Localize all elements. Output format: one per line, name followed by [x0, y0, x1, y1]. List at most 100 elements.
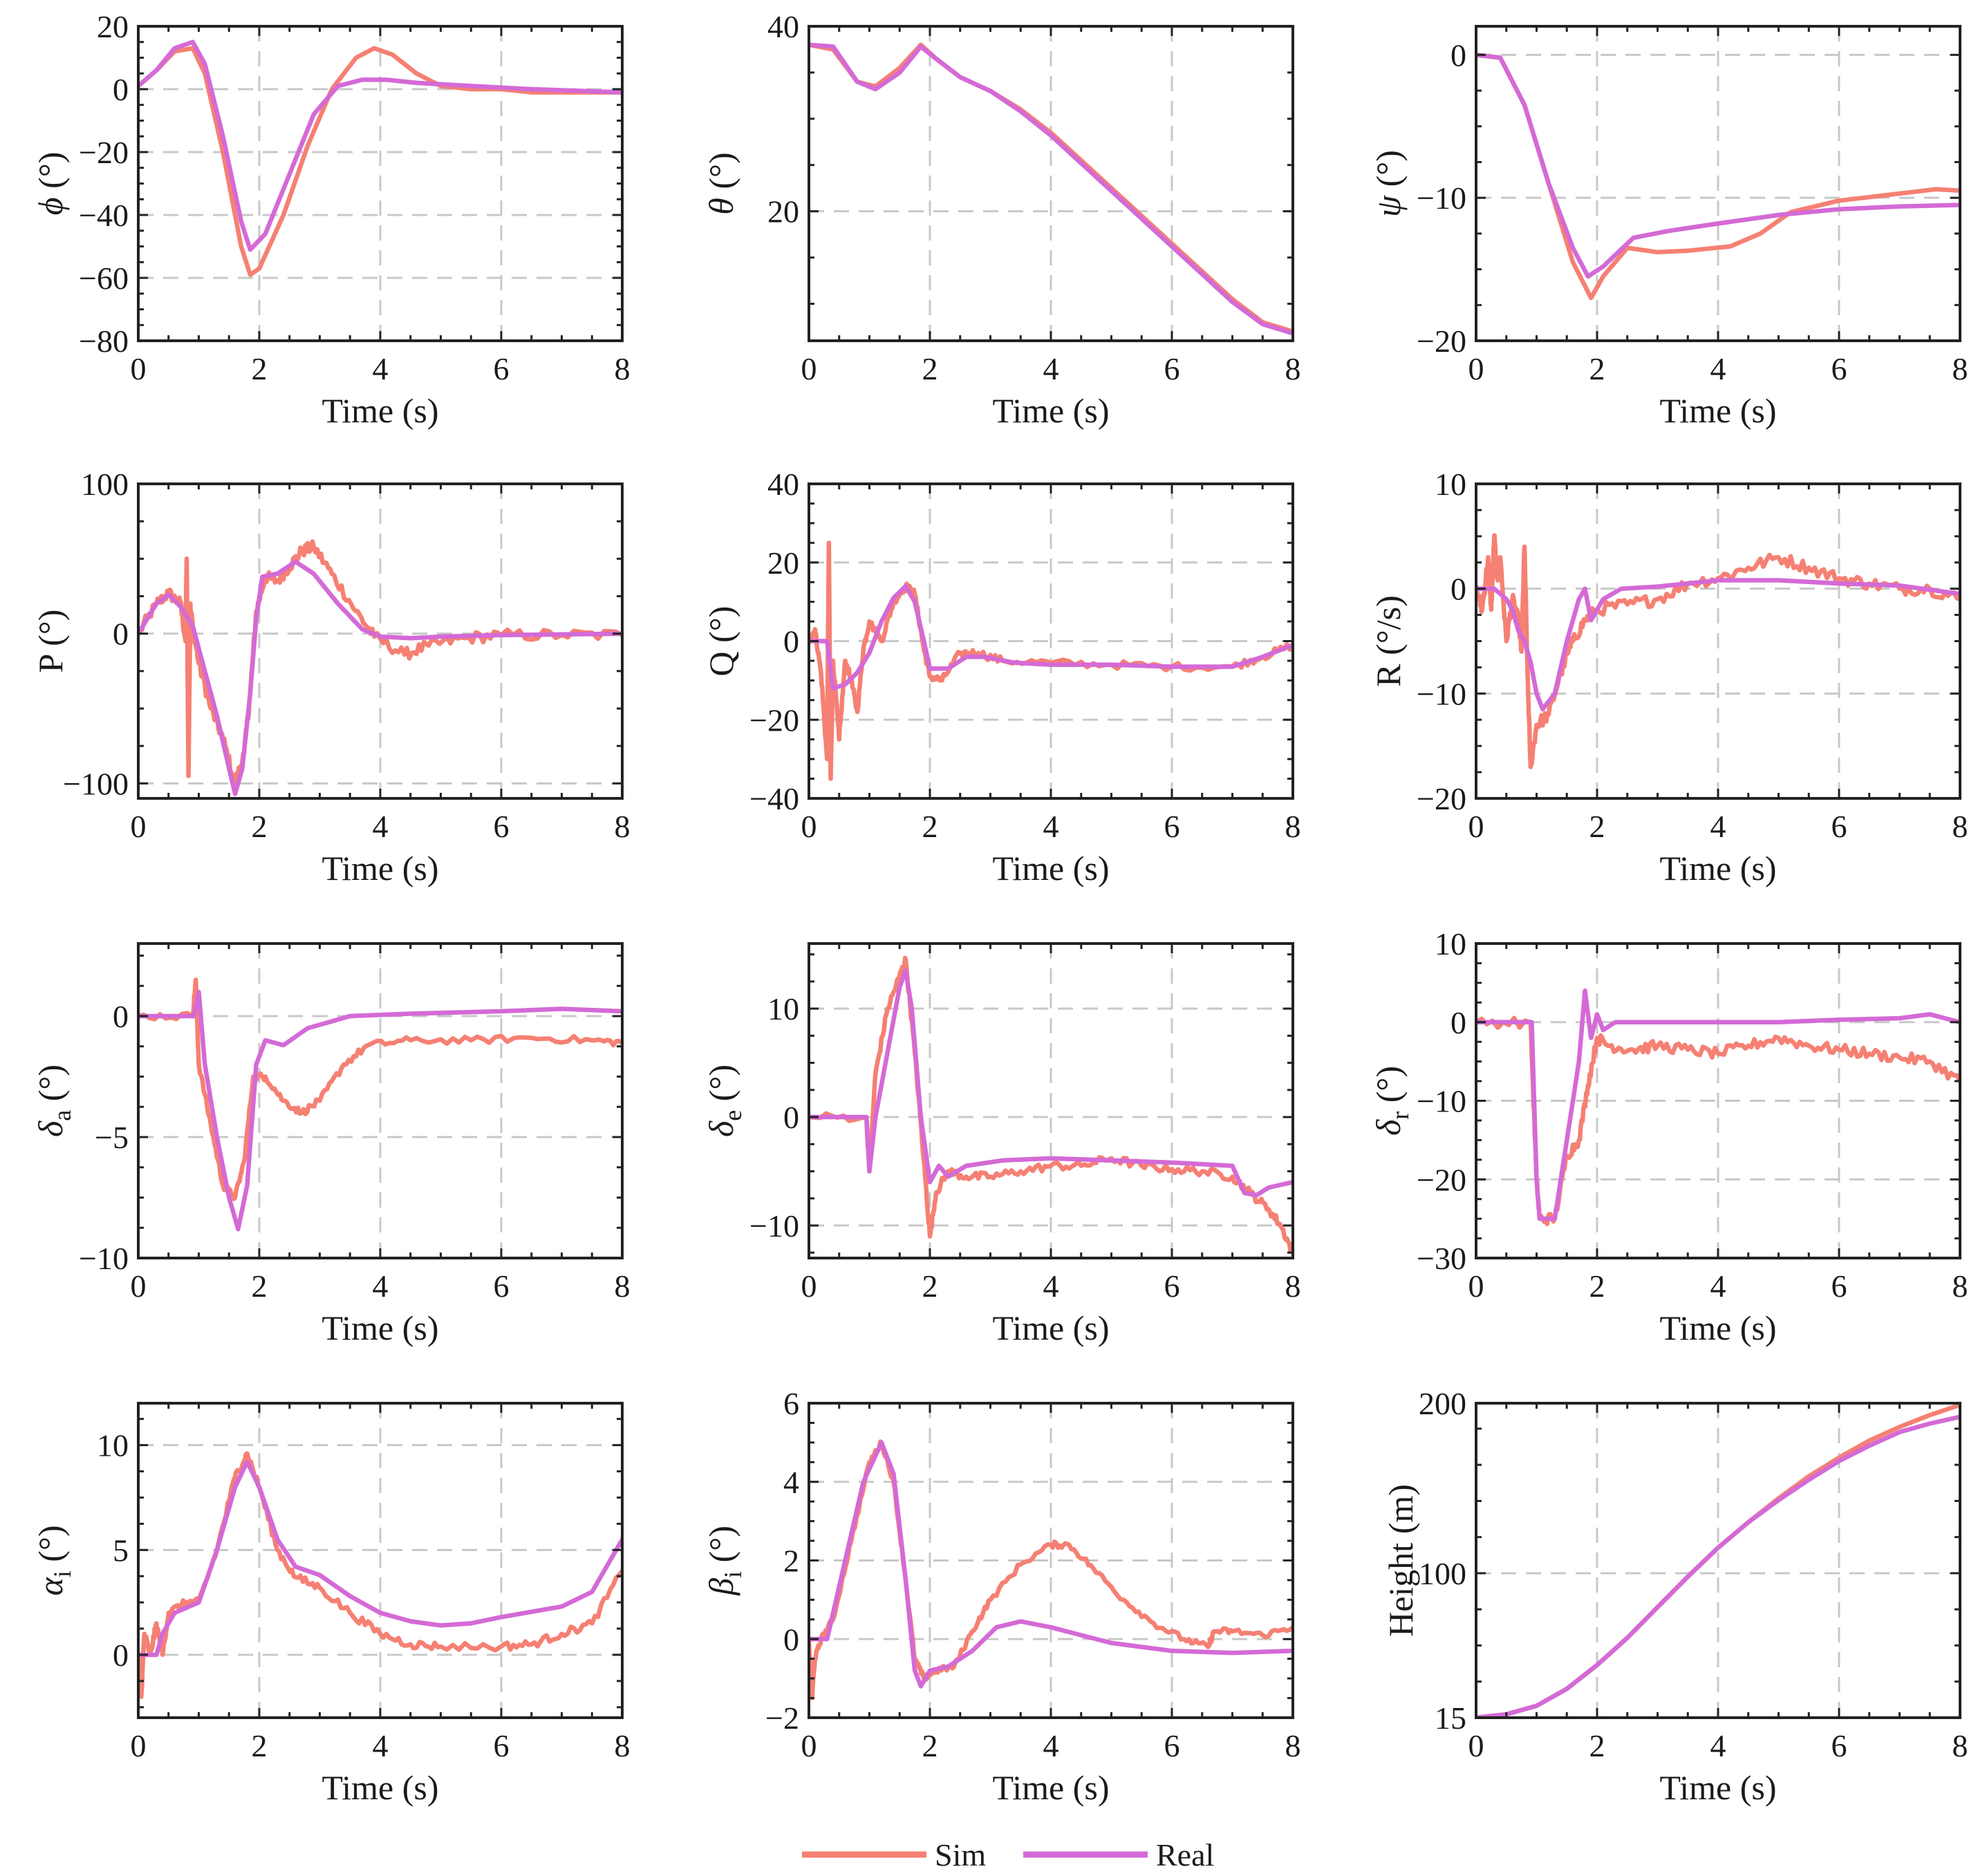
y-tick-label: 0 — [113, 617, 129, 652]
subplot-psi: 0 2 4 6 8 0 −10 −20 Time (s) ψ (°) — [1369, 25, 1968, 430]
y-axis-label: δe (°) — [702, 1064, 747, 1137]
x-tick-label: 0 — [1468, 809, 1484, 844]
x-tick-label: 8 — [615, 1728, 631, 1763]
y-tick-label: 20 — [767, 194, 799, 229]
x-tick-label: 0 — [131, 809, 147, 844]
y-tick-label: 10 — [1435, 926, 1466, 962]
x-tick-label: 2 — [922, 1268, 938, 1304]
series-line-sim — [1476, 1015, 1960, 1226]
subplot-da: 0 2 4 6 8 0 −5 −10 Time (s) δa (°) — [31, 942, 631, 1347]
y-tick-label: 0 — [1450, 572, 1466, 607]
y-tick-label: 200 — [1419, 1386, 1466, 1421]
y-tick-label: 15 — [1435, 1700, 1466, 1736]
x-axis-label: Time (s) — [992, 1308, 1109, 1347]
x-tick-label: 4 — [373, 1728, 389, 1763]
x-tick-label: 6 — [494, 809, 510, 844]
x-tick-label: 8 — [1952, 351, 1968, 386]
legend-real-label: Real — [1156, 1837, 1214, 1873]
y-tick-label: −10 — [79, 1241, 129, 1276]
y-tick-label: −20 — [79, 135, 129, 170]
y-tick-label: 0 — [783, 624, 799, 659]
x-tick-label: 2 — [1589, 809, 1605, 844]
y-tick-label: 6 — [783, 1386, 799, 1421]
x-tick-label: 6 — [1164, 1728, 1180, 1763]
x-tick-label: 6 — [1164, 809, 1180, 844]
y-tick-label: −30 — [1417, 1241, 1466, 1276]
x-tick-label: 6 — [1831, 1728, 1847, 1763]
subplot-alpha: 0 2 4 6 8 10 5 0 Time (s) αi (°) — [31, 1402, 631, 1807]
series-line-real — [138, 1459, 622, 1658]
series-line-real — [809, 42, 1293, 336]
x-axis-label: Time (s) — [321, 391, 438, 430]
y-tick-label: −40 — [749, 781, 799, 816]
series-line-real — [1476, 578, 1960, 712]
x-tick-label: 6 — [1831, 809, 1847, 844]
y-tick-label: −100 — [63, 766, 129, 801]
y-axis-label: ψ (°) — [1369, 150, 1408, 217]
subplot-q: 0 2 4 6 8 40 20 0 −20 −40 Time (s) Q (°) — [702, 467, 1301, 888]
y-tick-label: −40 — [79, 198, 129, 233]
x-tick-label: 4 — [1043, 1268, 1059, 1304]
x-tick-label: 4 — [1710, 351, 1726, 386]
y-axis-label: βi (°) — [702, 1526, 747, 1596]
x-tick-label: 0 — [801, 1268, 817, 1304]
x-tick-label: 2 — [922, 351, 938, 386]
y-tick-label: 0 — [783, 1622, 799, 1657]
x-tick-label: 2 — [1589, 351, 1605, 386]
x-tick-label: 4 — [373, 351, 389, 386]
y-axis-label: δr (°) — [1369, 1066, 1414, 1136]
x-tick-label: 2 — [252, 1268, 268, 1304]
x-axis-label: Time (s) — [1659, 849, 1776, 888]
y-tick-label: −10 — [1417, 676, 1466, 711]
x-axis-label: Time (s) — [1659, 1768, 1776, 1807]
series-line-real — [809, 968, 1293, 1198]
y-axis-label: αi (°) — [31, 1525, 76, 1595]
x-tick-label: 6 — [494, 1728, 510, 1763]
y-tick-label: 10 — [97, 1428, 129, 1463]
y-axis-label: θ (°) — [702, 152, 740, 214]
x-tick-label: 8 — [1952, 1728, 1968, 1763]
x-axis-label: Time (s) — [321, 1768, 438, 1807]
y-tick-label: 100 — [81, 467, 129, 502]
y-axis-label: P (°) — [31, 610, 70, 673]
y-tick-label: −5 — [95, 1120, 129, 1155]
x-tick-label: 0 — [1468, 1728, 1484, 1763]
x-axis-label: Time (s) — [992, 1768, 1109, 1807]
x-tick-label: 8 — [615, 1268, 631, 1304]
series-line-sim — [138, 977, 622, 1201]
y-tick-label: 0 — [783, 1100, 799, 1135]
x-tick-label: 4 — [1043, 1728, 1059, 1763]
y-tick-label: −20 — [749, 702, 799, 738]
y-tick-label: 2 — [783, 1544, 799, 1579]
x-tick-label: 8 — [615, 351, 631, 386]
x-tick-label: 0 — [131, 351, 147, 386]
x-tick-label: 4 — [1710, 1728, 1726, 1763]
x-tick-label: 4 — [1043, 351, 1059, 386]
x-tick-label: 2 — [1589, 1728, 1605, 1763]
series-line-sim — [809, 955, 1293, 1255]
x-tick-label: 4 — [1710, 809, 1726, 844]
series-line-real — [138, 39, 622, 252]
x-tick-label: 0 — [801, 351, 817, 386]
x-tick-label: 0 — [1468, 1268, 1484, 1304]
x-tick-label: 6 — [1831, 351, 1847, 386]
y-tick-label: −20 — [1417, 323, 1466, 359]
y-tick-label: −20 — [1417, 781, 1466, 816]
series-line-real — [1476, 988, 1960, 1221]
y-tick-label: 20 — [97, 9, 129, 44]
series-line-real — [138, 559, 622, 796]
y-tick-label: 0 — [113, 72, 129, 107]
y-tick-label: −10 — [749, 1208, 799, 1244]
x-tick-label: 4 — [1710, 1268, 1726, 1304]
series-line-real — [1476, 53, 1960, 279]
y-tick-label: −60 — [79, 261, 129, 296]
x-tick-label: 4 — [373, 1268, 389, 1304]
legend: Sim Real — [802, 1837, 1214, 1873]
y-tick-label: 0 — [113, 999, 129, 1034]
y-tick-label: −2 — [765, 1700, 799, 1736]
